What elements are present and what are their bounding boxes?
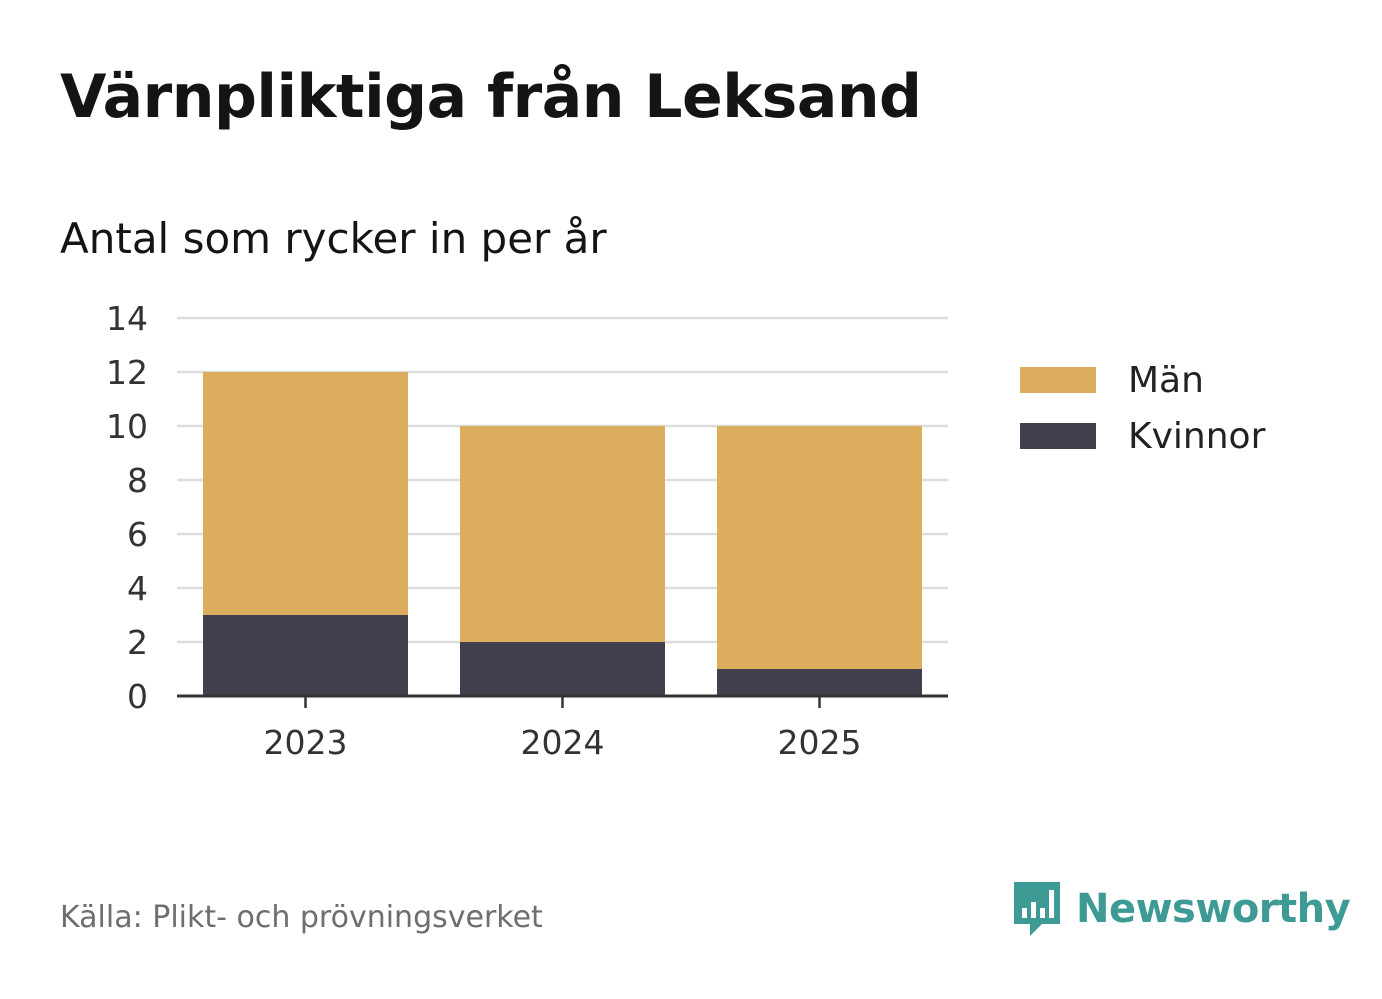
bar-kvinnor-2024[interactable] bbox=[460, 642, 665, 696]
x-tick-label-2023: 2023 bbox=[264, 723, 348, 762]
source-note: Källa: Plikt- och prövningsverket bbox=[60, 900, 543, 935]
chart-title: Värnpliktiga från Leksand bbox=[60, 62, 922, 132]
bar-män-2025[interactable] bbox=[717, 426, 922, 669]
legend-label-kvinnor: Kvinnor bbox=[1128, 415, 1266, 457]
y-tick-label-4: 4 bbox=[127, 569, 148, 608]
axes: 0 2 4 6 8 10 12 14 2023 2024 2025 bbox=[106, 299, 948, 762]
brand-name: Newsworthy bbox=[1076, 886, 1351, 932]
bar-kvinnor-2023[interactable] bbox=[203, 615, 408, 696]
x-tick-label-2024: 2024 bbox=[521, 723, 605, 762]
chart-subtitle: Antal som rycker in per år bbox=[60, 214, 607, 263]
x-tick-label-2025: 2025 bbox=[778, 723, 862, 762]
newsworthy-logo[interactable]: Newsworthy bbox=[1010, 878, 1351, 940]
y-tick-label-2: 2 bbox=[127, 623, 148, 662]
legend: Män Kvinnor bbox=[1020, 352, 1265, 464]
bar-kvinnor-2025[interactable] bbox=[717, 669, 922, 696]
bar-män-2024[interactable] bbox=[460, 426, 665, 642]
y-tick-label-0: 0 bbox=[127, 677, 148, 716]
y-tick-label-10: 10 bbox=[106, 407, 148, 446]
y-tick-label-6: 6 bbox=[127, 515, 148, 554]
bars bbox=[203, 372, 922, 696]
legend-item-kvinnor: Kvinnor bbox=[1020, 408, 1265, 464]
legend-label-man: Män bbox=[1128, 359, 1204, 401]
y-tick-label-14: 14 bbox=[106, 299, 148, 338]
legend-swatch-kvinnor bbox=[1020, 423, 1096, 449]
bar-chart: 0 2 4 6 8 10 12 14 2023 2024 2025 bbox=[106, 299, 948, 762]
legend-swatch-man bbox=[1020, 367, 1096, 393]
y-tick-label-12: 12 bbox=[106, 353, 148, 392]
legend-item-man: Män bbox=[1020, 352, 1265, 408]
bar-män-2023[interactable] bbox=[203, 372, 408, 615]
newsworthy-chart-logo-icon bbox=[1014, 882, 1060, 936]
y-tick-label-8: 8 bbox=[127, 461, 148, 500]
